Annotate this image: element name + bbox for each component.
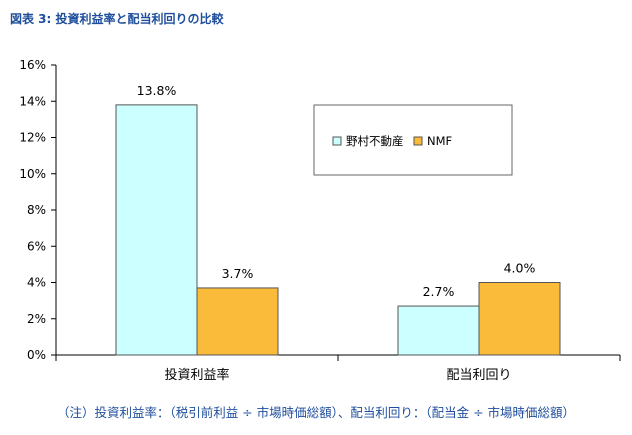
y-tick-label: 0% xyxy=(27,348,46,362)
bar-value-label: 4.0% xyxy=(504,261,536,276)
legend-box xyxy=(313,104,513,176)
legend-swatch xyxy=(413,136,423,146)
bar xyxy=(115,104,198,356)
y-tick-label: 2% xyxy=(27,312,46,326)
y-tick-label: 8% xyxy=(27,203,46,217)
bar xyxy=(478,282,561,356)
x-category-label: 配当利回り xyxy=(446,368,511,383)
x-axis: 投資利益率 配当利回り xyxy=(55,354,621,383)
y-tick-label: 14% xyxy=(19,94,46,108)
y-axis: 0% 2% 4% 6% 8% 10% 12% 14% 16% xyxy=(19,58,57,362)
bar-value-label: 3.7% xyxy=(222,266,254,281)
bar xyxy=(196,287,279,356)
chart-footnote: （注）投資利益率：（税引前利益 ÷ 市場時価総額）、配当利回り：（配当金 ÷ 市… xyxy=(56,405,576,420)
legend-label: NMF xyxy=(427,134,452,148)
legend-swatch xyxy=(332,136,342,146)
data-labels: 13.8% 3.7% 2.7% 4.0% xyxy=(137,83,536,299)
y-tick-label: 10% xyxy=(19,167,46,181)
legend-label: 野村不動産 xyxy=(346,134,404,148)
bar xyxy=(397,305,480,356)
legend: 野村不動産 NMF xyxy=(313,104,513,176)
y-tick-label: 16% xyxy=(19,58,46,72)
x-category-label: 投資利益率 xyxy=(164,367,229,383)
y-tick-label: 12% xyxy=(19,131,46,145)
bar-value-label: 2.7% xyxy=(423,284,455,299)
bars xyxy=(115,104,561,356)
y-tick-label: 4% xyxy=(27,276,46,290)
bar-value-label: 13.8% xyxy=(137,83,177,98)
y-tick-label: 6% xyxy=(27,239,46,253)
chart-title: 図表 3: 投資利益率と配当利回りの比較 xyxy=(10,12,224,26)
